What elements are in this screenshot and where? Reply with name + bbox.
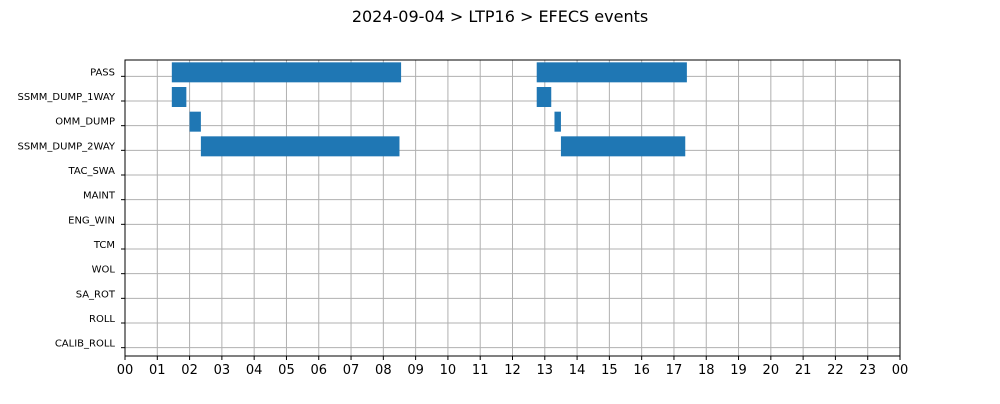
x-tick-label: 22 [827, 363, 844, 378]
bar-layer [171, 62, 687, 157]
x-tick-label: 00 [117, 363, 134, 378]
x-tick-label: 15 [601, 363, 618, 378]
event-bar-pass [171, 62, 402, 83]
y-category-label: WOL [92, 265, 116, 276]
x-tick-label: 02 [181, 363, 198, 378]
event-bar-ssmm-dump-2way [200, 136, 400, 157]
x-tick-label: 19 [730, 363, 747, 378]
y-category-label: SSMM_DUMP_1WAY [17, 92, 115, 103]
grid-layer [124, 60, 901, 356]
x-tick-label: 00 [892, 363, 909, 378]
x-tick-label: 04 [246, 363, 263, 378]
x-tick-label: 20 [763, 363, 780, 378]
x-tick-label: 08 [375, 363, 392, 378]
x-tick-label: 05 [278, 363, 295, 378]
x-tick-label: 18 [698, 363, 715, 378]
x-tick-label: 07 [343, 363, 360, 378]
x-tick-label: 17 [666, 363, 683, 378]
x-tick-label: 03 [214, 363, 231, 378]
event-bar-omm-dump [189, 111, 201, 132]
event-bar-ssmm-dump-2way [560, 136, 686, 157]
y-category-label: ENG_WIN [68, 215, 115, 226]
y-category-label: TCM [93, 240, 115, 251]
event-bar-pass [536, 62, 687, 83]
y-category-label: CALIB_ROLL [55, 339, 116, 350]
x-tick-label: 16 [633, 363, 650, 378]
x-tick-label: 06 [310, 363, 327, 378]
x-tick-label: 01 [149, 363, 166, 378]
x-tick-label: 12 [504, 363, 521, 378]
x-tick-label: 23 [859, 363, 876, 378]
tick-layer: 00 01 02 03 04 05 06 07 08 09 10 11 12 13 14 15 16 17 18 19… [17, 67, 908, 378]
y-category-label: TAC_SWA [67, 166, 115, 177]
y-category-label: ROLL [89, 314, 115, 325]
chart-title: 2024-09-04 > LTP16 > EFECS events [352, 7, 648, 26]
x-tick-label: 09 [407, 363, 424, 378]
x-tick-label: 11 [472, 363, 489, 378]
y-category-label: SA_ROT [76, 289, 116, 300]
y-category-label: OMM_DUMP [55, 117, 115, 128]
x-tick-label: 10 [440, 363, 457, 378]
x-tick-label: 14 [569, 363, 586, 378]
y-category-label: PASS [90, 67, 115, 78]
y-category-label: SSMM_DUMP_2WAY [17, 141, 115, 152]
x-tick-label: 13 [537, 363, 554, 378]
event-bar-omm-dump [554, 111, 561, 132]
event-bar-ssmm-dump-1way [171, 87, 187, 107]
plot-frame [124, 59, 901, 357]
x-tick-label: 21 [795, 363, 812, 378]
y-category-label: MAINT [83, 191, 116, 202]
event-bar-ssmm-dump-1way [536, 87, 552, 107]
